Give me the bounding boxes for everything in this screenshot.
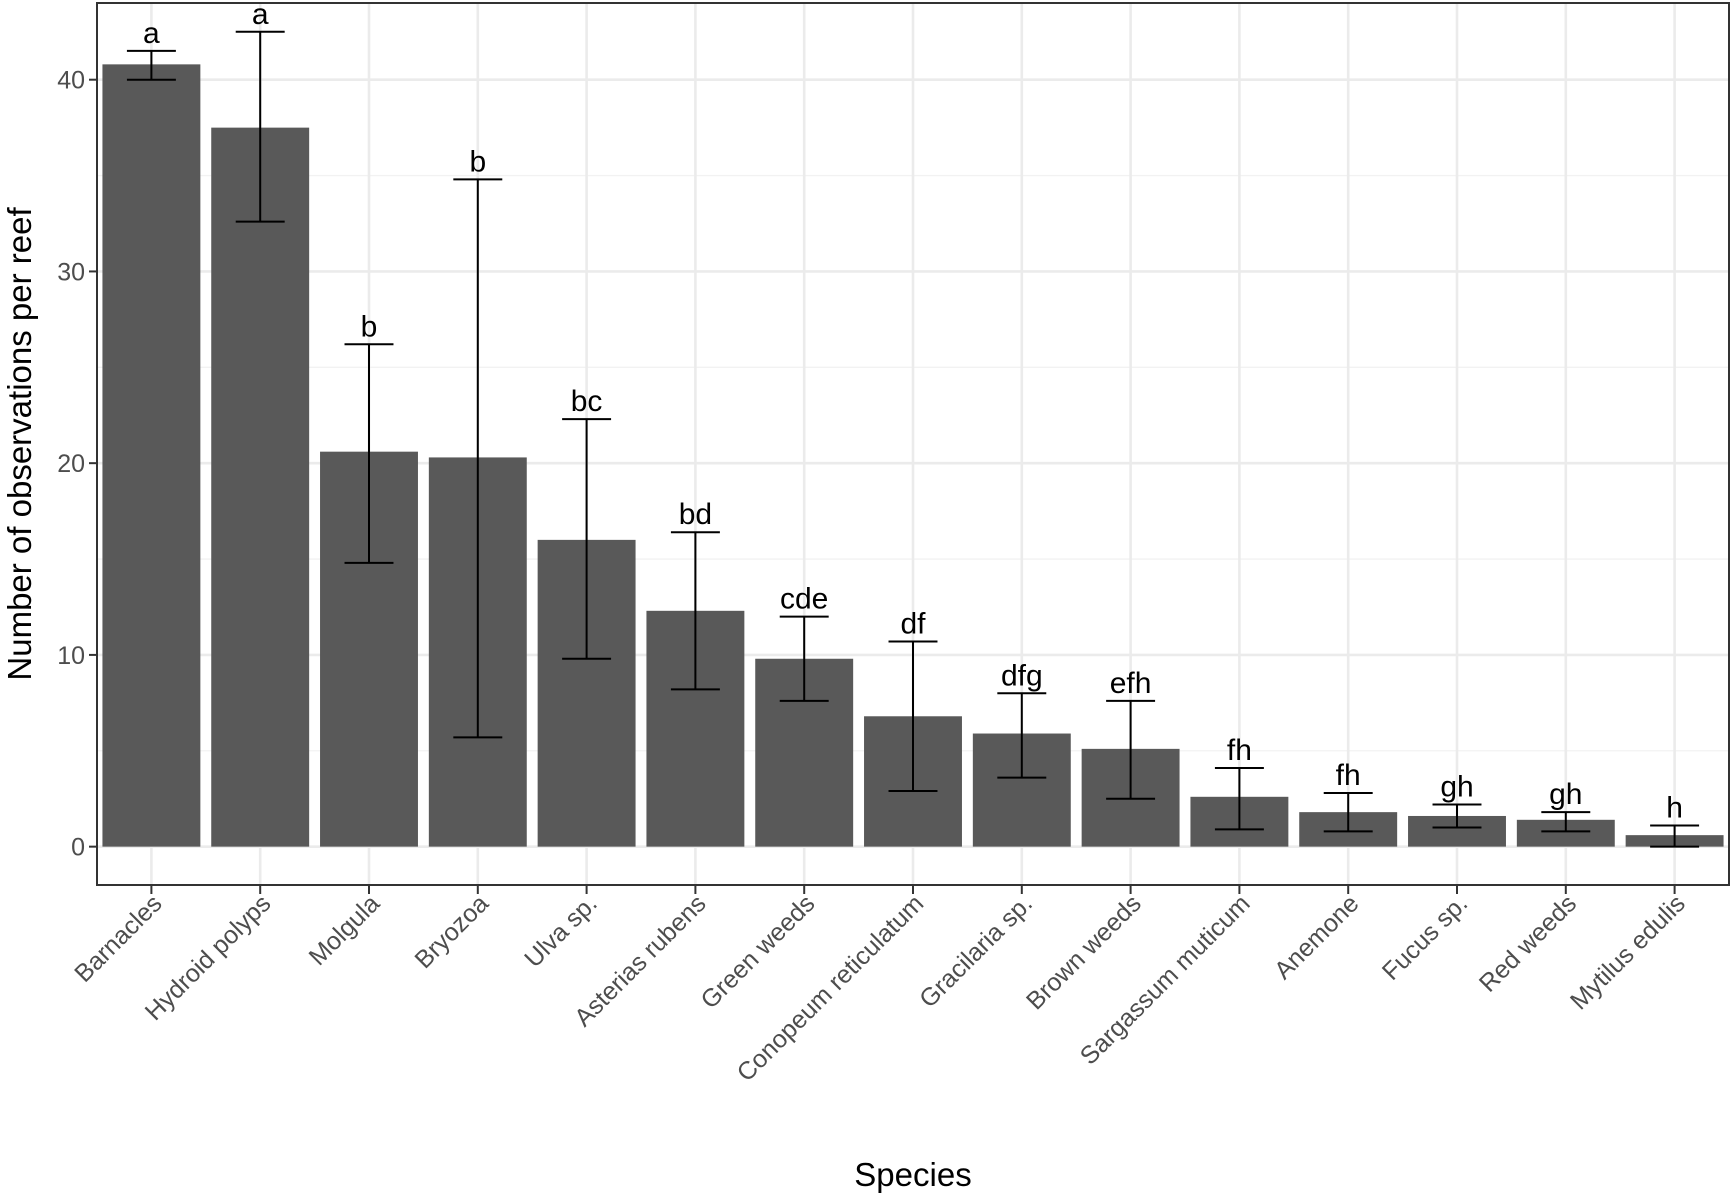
x-tick-label: Fucus sp. xyxy=(1377,889,1473,985)
x-tick-label: Barnacles xyxy=(69,889,167,987)
significance-label: bc xyxy=(571,385,603,418)
error-bars xyxy=(126,30,1700,848)
significance-label: df xyxy=(900,607,926,640)
x-tick-label: Molgula xyxy=(304,889,386,971)
x-tick-label: Gracilaria sp. xyxy=(914,889,1038,1013)
significance-label: gh xyxy=(1440,770,1473,803)
x-tick-label: Red weeds xyxy=(1474,889,1582,997)
x-tick-label: Ulva sp. xyxy=(519,889,603,973)
significance-label: bd xyxy=(679,498,712,531)
significance-label: a xyxy=(143,17,160,50)
x-tick-label: Green weeds xyxy=(695,889,820,1014)
significance-label: fh xyxy=(1227,734,1252,767)
y-tick-label: 30 xyxy=(57,258,85,286)
bar xyxy=(102,64,201,847)
significance-label: efh xyxy=(1110,667,1152,700)
bars xyxy=(102,64,1724,847)
y-axis-title: Number of observations per reef xyxy=(1,207,38,681)
significance-label: a xyxy=(252,0,269,31)
significance-labels: a a b b bc bd cde df dfg efh fh fh gh gh h xyxy=(143,0,1683,825)
significance-label: h xyxy=(1666,792,1683,825)
significance-label: b xyxy=(361,310,378,343)
bar xyxy=(211,127,310,847)
y-tick-label: 40 xyxy=(57,67,85,95)
x-tick-label: Mytilus edulis xyxy=(1565,889,1691,1015)
x-tick-label: Bryozoa xyxy=(409,889,494,974)
significance-label: cde xyxy=(780,583,828,616)
significance-label: b xyxy=(469,145,486,178)
y-axis: 0 10 20 30 40 xyxy=(57,67,97,862)
y-tick-label: 20 xyxy=(57,450,85,478)
significance-label: fh xyxy=(1336,759,1361,792)
significance-label: gh xyxy=(1549,778,1582,811)
significance-label: dfg xyxy=(1001,659,1043,692)
x-tick-label: Conopeum reticulatum xyxy=(732,889,930,1087)
y-tick-label: 0 xyxy=(71,834,85,862)
x-tick-label: Anemone xyxy=(1269,889,1364,984)
y-tick-label: 10 xyxy=(57,642,85,670)
x-axis-title: Species xyxy=(854,1156,971,1193)
